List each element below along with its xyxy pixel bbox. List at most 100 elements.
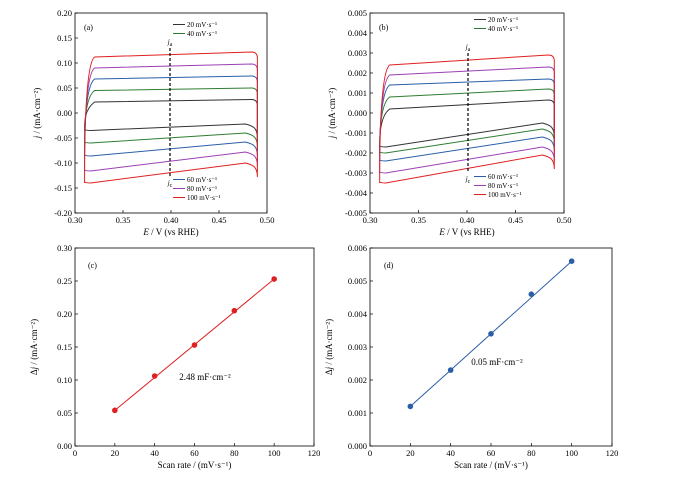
panel-d: 0 20 40 60 80 100 120 0.000 0.001 0.002 0.003 0.004… [324, 243, 618, 470]
x-tick-label: 40 [446, 448, 455, 458]
x-tick-label: 0 [368, 448, 372, 458]
cv-curve-5 [84, 51, 258, 184]
x-tick-label: 40 [150, 448, 159, 458]
jc-label-part: j [465, 175, 468, 183]
y-axis-label-part: Δ [324, 369, 334, 375]
y-axis-label-part: j [324, 366, 334, 370]
x-tick-label: 100 [268, 448, 281, 458]
x-axis-label: Scan rate / (mV·s⁻¹) [158, 460, 232, 470]
x-tick-label: 80 [527, 448, 536, 458]
y-tick-label: 0.003 [348, 342, 367, 352]
y-tick-label: 0.00 [57, 441, 72, 451]
panel-label: (a) [84, 23, 93, 32]
panel-label: (d) [384, 261, 394, 270]
ja-label-part: a [170, 42, 173, 48]
x-axis-label-part: E [142, 227, 149, 237]
cv-curve-3 [379, 78, 555, 162]
panel-b: 0.30 0.35 0.40 0.45 0.50 -0.005 -0.004 -0.003 -0… [327, 8, 571, 237]
jc-label-part: c [468, 179, 471, 185]
y-axis-label: Δj / (mA·cm⁻²) [29, 319, 39, 375]
legend-label: 100 mV·s⁻¹ [488, 191, 522, 199]
ja-label: ja [167, 38, 173, 48]
ja-label-part: j [167, 38, 170, 46]
x-tick-label: 0.30 [68, 215, 83, 225]
x-tick-label: 0.50 [557, 215, 572, 225]
y-tick-label: 0.05 [57, 408, 72, 418]
legend-label: 100 mV·s⁻¹ [187, 194, 221, 202]
y-tick-label: 0.004 [348, 309, 368, 319]
y-tick-label: 0.003 [348, 48, 367, 58]
y-tick-label: -0.002 [345, 148, 367, 158]
y-tick-label: -0.20 [54, 208, 72, 218]
y-tick-label: 0.004 [348, 28, 368, 38]
y-axis-label: j / (mA·cm⁻²) [32, 88, 42, 139]
panel-c: 0 20 40 60 80 100 120 0.00 0.05 0.10 0.15 0.20 0.25 0… [29, 243, 320, 470]
x-tick-label: 80 [230, 448, 239, 458]
data-point [151, 373, 158, 379]
ja-label: ja [465, 43, 471, 53]
x-tick-label: 60 [487, 448, 496, 458]
legend-label: 60 mV·s⁻¹ [488, 173, 518, 181]
x-axis-label: E / V (vs RHE) [142, 227, 198, 237]
slope-annotation: 2.48 mF·cm⁻² [179, 372, 231, 382]
y-tick-label: 0.15 [57, 342, 72, 352]
y-tick-label: 0.00 [57, 108, 72, 118]
y-tick-label: -0.004 [345, 188, 368, 198]
x-tick-label: 120 [308, 448, 321, 458]
x-tick-label: 0.35 [411, 215, 426, 225]
slope-annotation: 0.05 mF·cm⁻² [471, 357, 523, 367]
cv-curve-5 [379, 54, 555, 184]
y-tick-label: 0.001 [348, 88, 367, 98]
cv-curve-2 [84, 87, 258, 148]
cv-curve-1 [84, 98, 258, 139]
cv-curve-4 [84, 63, 258, 172]
data-point [568, 258, 575, 265]
y-tick-label: 0.000 [348, 441, 367, 451]
y-tick-label: -0.005 [345, 208, 367, 218]
y-axis-label: j / (mA·cm⁻²) [327, 88, 337, 139]
x-axis-label-part: / V (vs RHE) [445, 227, 495, 237]
x-tick-label: 0 [73, 448, 77, 458]
y-tick-label: 0.20 [57, 8, 72, 18]
cv-curve-1 [379, 99, 555, 148]
x-tick-label: 0.40 [164, 215, 179, 225]
legend-label: 40 mV·s⁻¹ [488, 25, 518, 33]
y-tick-label: 0.001 [348, 408, 367, 418]
data-point [488, 331, 494, 337]
y-axis-label-part: j [32, 135, 42, 139]
jc-label: jc [167, 179, 173, 189]
y-tick-label: 0.10 [57, 58, 72, 68]
data-point [112, 407, 118, 414]
y-tick-label: 0.25 [57, 276, 72, 286]
x-tick-label: 60 [190, 448, 199, 458]
x-tick-label: 0.50 [260, 215, 275, 225]
y-axis-label-part: j [327, 135, 337, 139]
y-tick-label: -0.05 [54, 133, 72, 143]
x-axis-label-part: / V (vs RHE) [149, 227, 199, 237]
y-tick-label: 0.30 [57, 243, 72, 253]
y-axis-label-part: / (mA·cm⁻²) [29, 319, 39, 367]
x-tick-label: 120 [606, 448, 619, 458]
panel-label: (b) [379, 23, 389, 32]
y-tick-label: -0.001 [345, 128, 367, 138]
panel-label: (c) [88, 261, 97, 270]
x-tick-label: 0.40 [460, 215, 475, 225]
y-axis-label-part: / (mA·cm⁻²) [327, 88, 337, 136]
x-axis-label: Scan rate / (mV·s⁻¹) [454, 460, 528, 470]
x-tick-label: 20 [111, 448, 120, 458]
legend-label: 20 mV·s⁻¹ [488, 16, 518, 24]
cv-curve-2 [379, 88, 555, 154]
ja-label-part: j [465, 43, 468, 51]
y-tick-label: 0.002 [348, 68, 367, 78]
data-point [407, 403, 414, 410]
x-axis-label-part: E [438, 227, 445, 237]
jc-label: jc [465, 175, 471, 185]
y-axis-label-part: j [29, 366, 39, 370]
y-tick-label: 0.05 [57, 83, 72, 93]
legend-label: 80 mV·s⁻¹ [488, 182, 518, 190]
y-tick-label: 0.006 [348, 243, 367, 253]
data-point [231, 307, 238, 314]
x-tick-label: 0.35 [116, 215, 131, 225]
data-point [528, 291, 535, 298]
